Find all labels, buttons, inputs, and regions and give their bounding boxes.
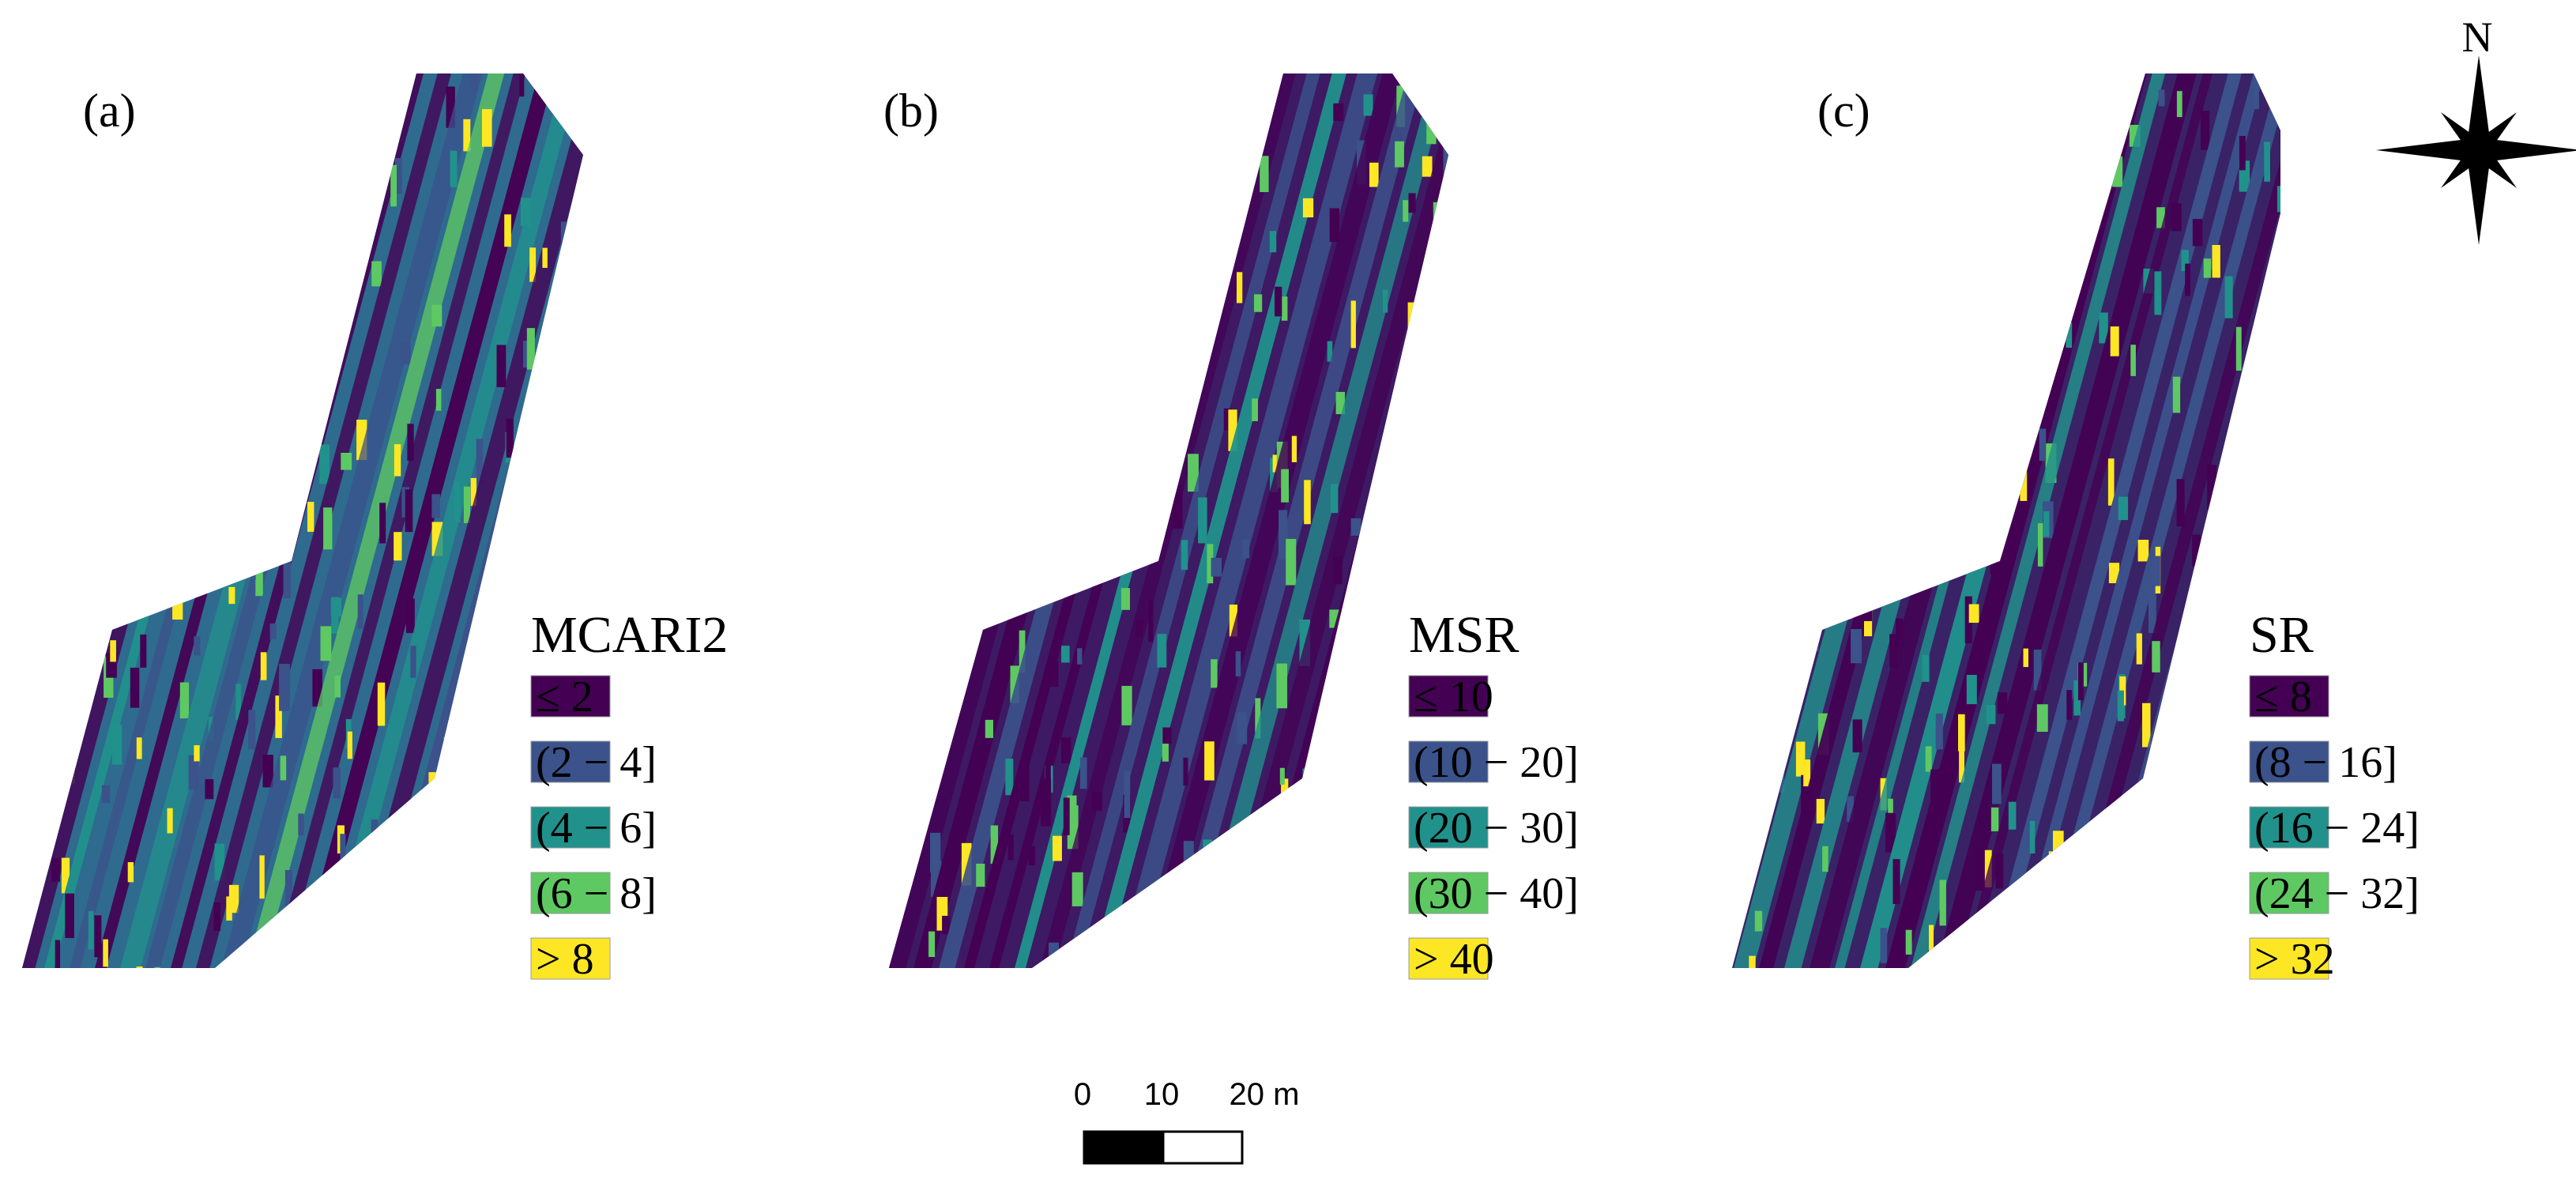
legend-swatch xyxy=(1408,806,1489,849)
legend-class-label: (2 − 4] xyxy=(536,738,657,787)
legend-swatch xyxy=(530,937,611,980)
compass-rose-icon xyxy=(2376,55,2576,245)
legend-swatch xyxy=(2249,937,2329,980)
legend-class-label: > 32 xyxy=(2254,935,2335,984)
legend-swatch xyxy=(2249,740,2329,783)
north-label: N xyxy=(2462,13,2493,61)
legend-class-label: ≤ 10 xyxy=(1414,673,1493,721)
legend-class-label: (24 − 32] xyxy=(2254,869,2420,918)
legend-b: MSR ≤ 10 (10 − 20] (20 − 30] (30 − 40] > 40 xyxy=(1408,606,1579,984)
legend-swatch xyxy=(1408,740,1489,783)
legend-swatch xyxy=(530,675,611,718)
legend-swatch xyxy=(1408,675,1489,718)
legend-class-label: ≤ 8 xyxy=(2254,673,2312,721)
legend-class-label: (6 − 8] xyxy=(536,869,657,918)
legend-swatch xyxy=(530,806,611,849)
legend-class-label: (10 − 20] xyxy=(1414,738,1579,787)
legend-title: MCARI2 xyxy=(531,606,728,664)
legend-class-label: > 8 xyxy=(536,935,594,984)
panel-label: (b) xyxy=(883,85,939,137)
legend-swatch xyxy=(530,872,611,914)
scale-tick-label: 20 m xyxy=(1230,1077,1300,1112)
north-arrow: N xyxy=(2376,13,2576,245)
legend-a: MCARI2 ≤ 2 (2 − 4] (4 − 6] (6 − 8] > 8 xyxy=(530,606,728,984)
legend-class-label: (4 − 6] xyxy=(536,804,657,853)
legend-class-label: (30 − 40] xyxy=(1414,869,1579,918)
legend-class-label: ≤ 2 xyxy=(536,673,593,721)
legend-swatch xyxy=(2249,872,2329,914)
legend-swatch xyxy=(1408,872,1489,914)
legend-swatch xyxy=(2249,675,2329,718)
legend-class-label: (8 − 16] xyxy=(2254,738,2397,787)
legend-c: SR ≤ 8 (8 − 16] (16 − 24] (24 − 32] > 32 xyxy=(2249,606,2420,984)
legend-class-label: (20 − 30] xyxy=(1414,804,1579,853)
scale-segment-dark xyxy=(1083,1130,1165,1165)
panel-label: (a) xyxy=(83,85,136,137)
legend-class-label: (16 − 24] xyxy=(2254,804,2420,853)
panel-label: (c) xyxy=(1817,85,1870,137)
scale-segment-light xyxy=(1162,1130,1244,1165)
legend-swatch xyxy=(2249,806,2329,849)
legend-swatch xyxy=(1408,937,1489,980)
scale-bar: 0 10 20 m xyxy=(1074,1077,1300,1165)
legend-swatch xyxy=(530,740,611,783)
legend-title: SR xyxy=(2250,606,2314,664)
scale-tick-label: 10 xyxy=(1144,1077,1180,1112)
legend-class-label: > 40 xyxy=(1414,935,1494,984)
scale-tick-label: 0 xyxy=(1074,1077,1091,1112)
legend-title: MSR xyxy=(1409,606,1519,664)
